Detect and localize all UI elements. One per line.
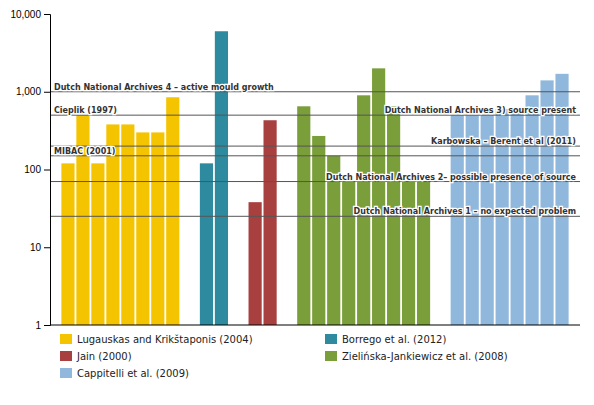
legend-swatch [60,334,72,344]
legend-swatch [60,351,72,361]
legend-swatch [60,368,72,378]
bar [200,163,213,325]
annotation: Cieplik (1997) [54,106,117,115]
chart: 1 10 100 1,000 10,000 Dutch National Archives… [0,0,594,405]
y-tick: 10,000 [10,9,50,20]
legend-swatch [325,334,337,344]
y-tick-label: 1 [35,320,41,331]
bar [136,132,149,325]
marks [50,31,580,325]
bar [166,97,179,325]
y-tick: 1,000 [16,86,50,97]
y-tick-mark [44,170,50,171]
bar [91,163,104,325]
legend-label: Zielińska-Jankiewicz et al. (2008) [342,351,508,362]
bar [61,163,74,325]
annotation: Dutch National Archives 3) source presen… [385,106,577,115]
legend-item: Borrego et al. (2012) [325,334,446,345]
annotations: Dutch National Archives 1 – no expected … [54,83,577,217]
legend-swatch [325,351,337,361]
legend-item: Zielińska-Jankiewicz et al. (2008) [325,351,508,362]
plot: 1 10 100 1,000 10,000 Dutch National Archives… [10,9,580,331]
reference-line [50,155,580,156]
y-tick: 1 [35,320,50,331]
legend-label: Cappitelli et al. (2009) [77,368,189,379]
legend-label: Borrego et al. (2012) [342,334,446,345]
annotation: Dutch National Archives 4 – active mould… [54,83,274,92]
y-tick-label: 1,000 [16,86,41,97]
y-tick-label: 10 [30,242,42,253]
legend: Lugauskas and Krikštaponis (2004) Borrego… [60,334,508,379]
bar [372,68,385,325]
y-tick-mark [44,14,50,15]
bar [263,120,276,325]
bar [481,115,494,325]
y-tick: 100 [24,164,50,175]
bar [342,182,355,325]
bar [540,80,553,325]
legend-label: Jain (2000) [76,351,132,362]
bar [466,115,479,325]
bar [402,182,415,325]
annotation: Dutch National Archives 2– possible pres… [326,173,577,182]
annotation: MIBAC (2001) [54,147,115,156]
y-tick-mark [44,247,50,248]
bar [451,115,464,325]
bar [297,106,310,325]
bar [151,132,164,325]
y-axis: 1 10 100 1,000 10,000 [10,9,50,331]
y-axis-line [44,15,51,326]
legend-label: Lugauskas and Krikštaponis (2004) [77,334,253,345]
x-axis-line [50,325,580,326]
annotation: Karbowska – Berent et al (2011) [431,137,576,146]
bar [121,124,134,325]
bar [249,202,262,325]
y-tick-mark [44,325,50,326]
bar [215,31,228,325]
legend-item: Jain (2000) [60,351,132,362]
y-tick: 10 [30,242,50,253]
bar [312,136,325,325]
annotation: Dutch National Archives 1 – no expected … [354,207,576,216]
legend-item: Lugauskas and Krikštaponis (2004) [60,334,253,345]
bar [417,182,430,325]
y-tick-label: 100 [24,164,41,175]
y-tick-mark [44,92,50,93]
legend-item: Cappitelli et al. (2009) [60,368,189,379]
y-tick-label: 10,000 [10,9,41,20]
